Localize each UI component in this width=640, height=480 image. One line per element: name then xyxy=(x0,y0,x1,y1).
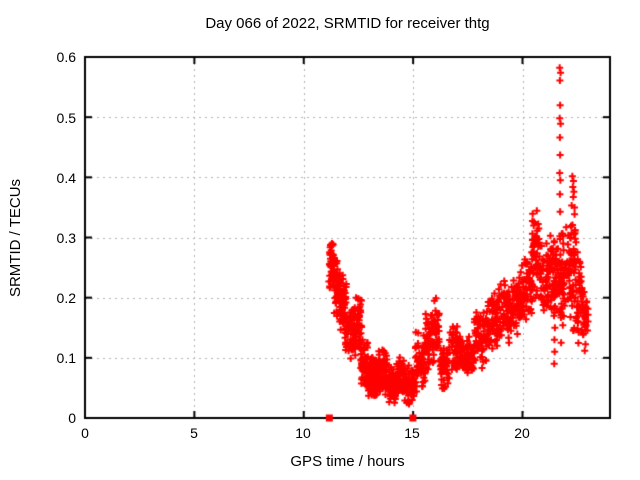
y-tick-label-0.6: 0.6 xyxy=(56,49,76,65)
y-tick-label-0.1: 0.1 xyxy=(56,350,76,366)
chart-title: Day 066 of 2022, SRMTID for receiver tht… xyxy=(205,15,490,32)
x-axis-label: GPS time / hours xyxy=(290,453,405,470)
y-tick-label-0.5: 0.5 xyxy=(56,110,76,126)
y-tick-label-0.3: 0.3 xyxy=(56,230,76,246)
y-tick-label-0: 0 xyxy=(68,410,76,426)
x-tick-label-5: 5 xyxy=(190,425,198,441)
y-tick-label-0.4: 0.4 xyxy=(56,170,76,186)
x-tick-label-20: 20 xyxy=(514,425,530,441)
x-tick-label-15: 15 xyxy=(404,425,420,441)
x-tick-label-10: 10 xyxy=(295,425,311,441)
y-axis-label: SRMTID / TECUs xyxy=(7,178,24,298)
x-tick-label-0: 0 xyxy=(81,425,89,441)
y-tick-label-0.2: 0.2 xyxy=(56,290,76,306)
